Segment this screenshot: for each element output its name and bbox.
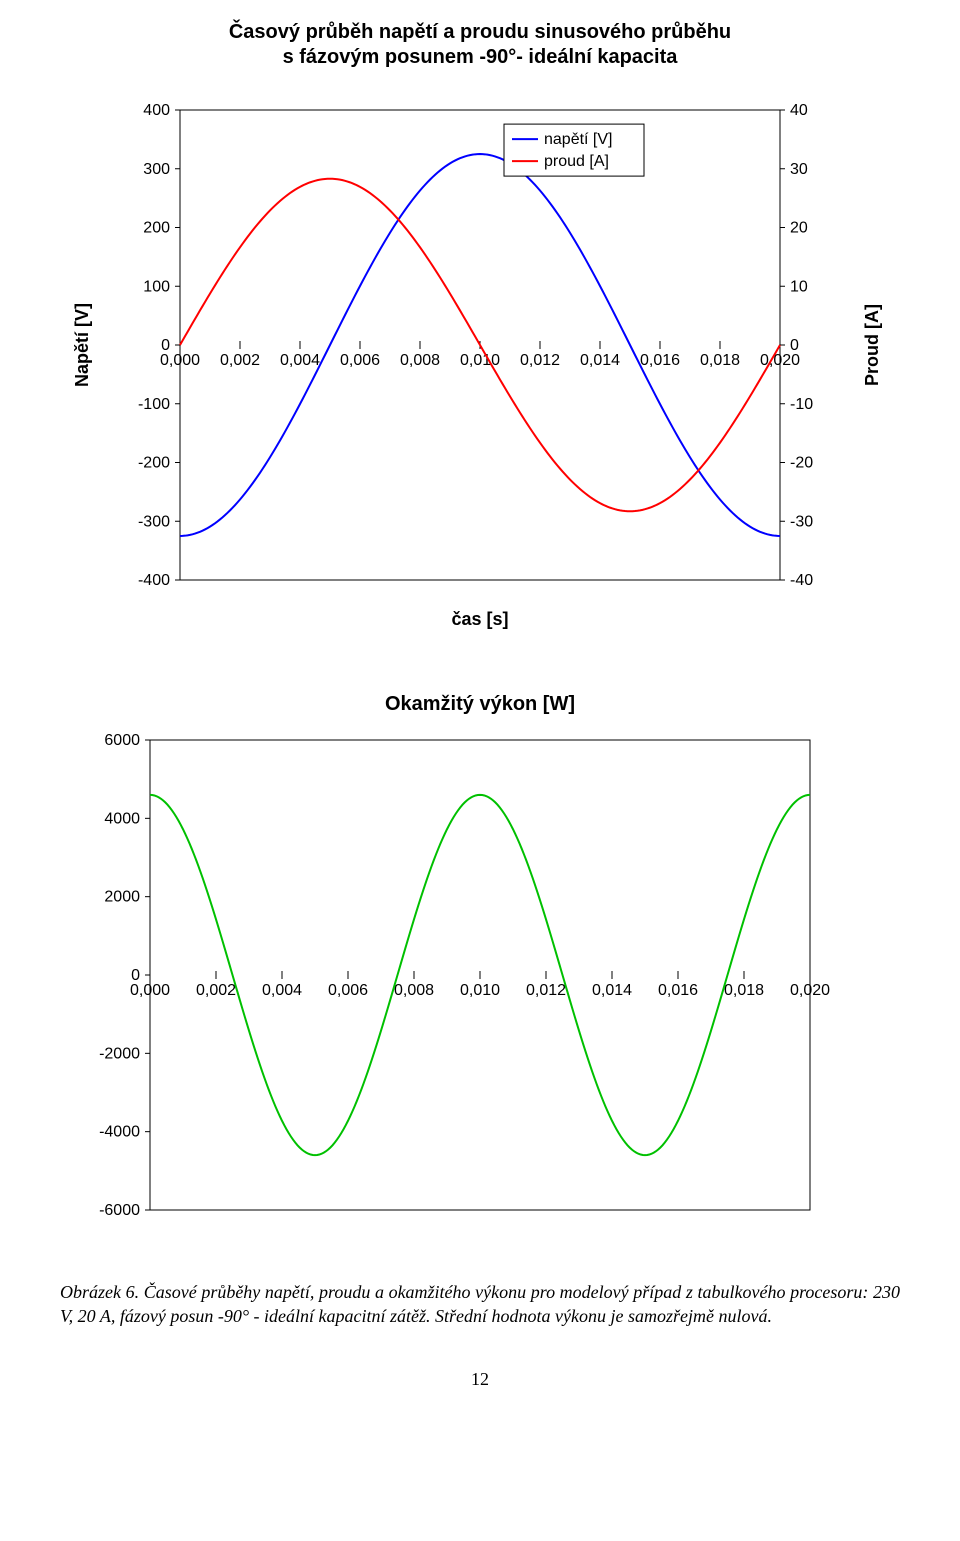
svg-text:400: 400 [143,102,170,119]
svg-text:Napětí [V]: Napětí [V] [72,303,92,387]
svg-text:proud [A]: proud [A] [544,153,609,170]
caption-text2: Střední hodnota výkonu je samozřejmě nul… [435,1306,772,1326]
svg-text:20: 20 [790,220,808,237]
svg-text:-30: -30 [790,513,813,530]
chart1-title-line2: s fázovým posunem -90°- ideální kapacita [283,46,678,68]
svg-text:-200: -200 [138,455,170,472]
svg-text:0,014: 0,014 [580,352,620,369]
page-number: 12 [0,1369,960,1390]
chart1-svg: -400-300-200-1000100200300400-40-30-20-1… [60,100,900,640]
svg-text:30: 30 [790,161,808,178]
svg-text:0,014: 0,014 [592,982,632,999]
svg-text:-4000: -4000 [99,1124,140,1141]
chart2-svg: Okamžitý výkon [W]-6000-4000-20000200040… [60,680,840,1240]
svg-text:0,018: 0,018 [724,982,764,999]
svg-text:0,012: 0,012 [520,352,560,369]
svg-text:0,018: 0,018 [700,352,740,369]
svg-text:100: 100 [143,278,170,295]
svg-text:-6000: -6000 [99,1202,140,1219]
svg-text:-40: -40 [790,572,813,589]
svg-text:0,004: 0,004 [262,982,302,999]
svg-text:10: 10 [790,278,808,295]
chart1-title: Časový průběh napětí a proudu sinusového… [60,20,900,70]
svg-text:Okamžitý výkon [W]: Okamžitý výkon [W] [385,693,575,715]
chart1-title-line1: Časový průběh napětí a proudu sinusového… [229,21,731,43]
figure-caption: Obrázek 6. Časové průběhy napětí, proudu… [60,1280,900,1329]
svg-text:6000: 6000 [104,732,140,749]
svg-text:0,008: 0,008 [400,352,440,369]
svg-text:0,000: 0,000 [160,352,200,369]
svg-text:0,016: 0,016 [640,352,680,369]
svg-text:0,020: 0,020 [760,352,800,369]
svg-text:0,020: 0,020 [790,982,830,999]
svg-text:-100: -100 [138,396,170,413]
svg-text:0,016: 0,016 [658,982,698,999]
svg-text:40: 40 [790,102,808,119]
svg-text:-2000: -2000 [99,1045,140,1062]
svg-text:0,008: 0,008 [394,982,434,999]
chart-voltage-current: Časový průběh napětí a proudu sinusového… [60,20,900,640]
caption-label: Obrázek 6. [60,1282,139,1302]
svg-text:napětí [V]: napětí [V] [544,131,613,148]
svg-text:-300: -300 [138,513,170,530]
svg-text:čas [s]: čas [s] [451,609,508,629]
svg-text:0,004: 0,004 [280,352,320,369]
svg-text:0,002: 0,002 [196,982,236,999]
svg-text:-20: -20 [790,455,813,472]
svg-text:4000: 4000 [104,810,140,827]
svg-text:0,012: 0,012 [526,982,566,999]
svg-text:0,000: 0,000 [130,982,170,999]
svg-text:200: 200 [143,220,170,237]
chart-power: Okamžitý výkon [W]-6000-4000-20000200040… [60,680,900,1240]
svg-text:-10: -10 [790,396,813,413]
svg-text:0,010: 0,010 [460,352,500,369]
svg-text:0,010: 0,010 [460,982,500,999]
svg-text:300: 300 [143,161,170,178]
svg-text:0,006: 0,006 [340,352,380,369]
svg-text:2000: 2000 [104,889,140,906]
svg-text:-400: -400 [138,572,170,589]
svg-text:0,002: 0,002 [220,352,260,369]
svg-text:0,006: 0,006 [328,982,368,999]
page: Časový průběh napětí a proudu sinusového… [0,0,960,1430]
svg-text:Proud [A]: Proud [A] [862,304,882,386]
